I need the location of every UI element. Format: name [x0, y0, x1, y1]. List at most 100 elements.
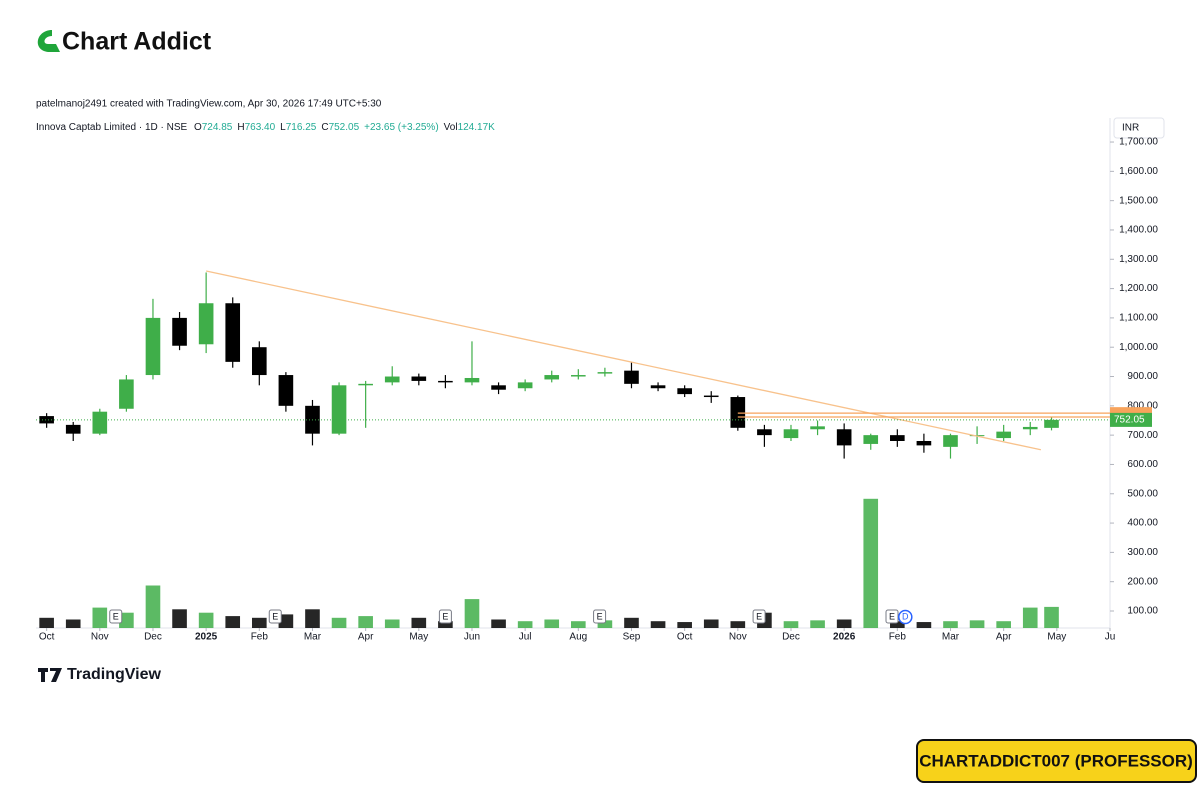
candle-body — [1044, 419, 1059, 428]
currency: INR — [1122, 123, 1139, 134]
y-tick-label: 600.00 — [1127, 459, 1158, 470]
volume-bar — [544, 619, 560, 628]
legend-label: L — [280, 122, 286, 133]
legend-value: 124.17K — [458, 122, 496, 133]
y-tick-label: 400.00 — [1127, 518, 1158, 529]
legend-value: 763.40 — [245, 122, 276, 133]
candle-body — [703, 395, 719, 398]
volume-bar — [225, 616, 241, 628]
trendline — [206, 270, 1042, 451]
legend-symbol: Innova Captab Limited · 1D · NSE — [36, 122, 188, 133]
legend: Innova Captab Limited · 1D · NSE O724.85… — [36, 122, 495, 133]
x-tick-label: Feb — [251, 632, 269, 643]
volume-bar — [464, 599, 480, 628]
candle-body — [996, 431, 1011, 439]
volume-bar — [890, 621, 905, 628]
volume-bar — [730, 621, 746, 628]
y-tick-label: 1,600.00 — [1119, 166, 1158, 177]
event-marker — [268, 609, 282, 624]
x-tick-label: Jul — [519, 632, 532, 643]
candle-body — [464, 377, 480, 383]
event-label: E — [272, 611, 278, 621]
candle-body — [331, 385, 347, 434]
candle-body — [943, 435, 958, 447]
volume-bar — [358, 616, 373, 628]
candle-body — [411, 376, 427, 381]
candle-body — [1022, 426, 1038, 430]
candle-body — [730, 397, 746, 428]
x-tick-label: 2025 — [195, 632, 218, 643]
legend-label: H — [237, 122, 244, 133]
tv-logo-icon — [38, 668, 62, 682]
candle-body — [92, 411, 108, 434]
candle-body — [571, 375, 586, 377]
badge — [916, 739, 1197, 783]
candle-body — [517, 382, 533, 389]
x-tick-label: May — [409, 632, 428, 643]
last-price-box — [1110, 412, 1152, 427]
event-label: E — [756, 611, 762, 621]
volume-bar — [145, 585, 161, 628]
legend-value: 752.05 — [329, 122, 360, 133]
y-tick-label: 300.00 — [1127, 547, 1158, 558]
candle-body — [597, 372, 613, 374]
x-tick-label: Dec — [144, 632, 162, 643]
candle-body — [890, 435, 905, 441]
candle-body — [145, 317, 161, 376]
x-tick-label: Mar — [304, 632, 322, 643]
volume-bar — [411, 617, 427, 628]
volume-bar — [331, 617, 347, 628]
event-label: E — [442, 611, 448, 621]
candle-body — [358, 383, 373, 386]
y-tick-label: 1,700.00 — [1119, 137, 1158, 148]
event-marker — [885, 609, 899, 624]
candle-body — [39, 416, 54, 424]
volume-bar — [703, 619, 719, 628]
x-tick-label: Jun — [464, 632, 480, 643]
volume-bar — [943, 621, 958, 628]
x-tick-label: Nov — [729, 632, 747, 643]
legend-label: O — [194, 122, 202, 133]
candle-body — [677, 388, 692, 395]
x-tick-label: Nov — [91, 632, 109, 643]
event-marker — [752, 609, 766, 624]
volume-bar — [1044, 606, 1059, 628]
y-tick-label: 1,500.00 — [1119, 195, 1158, 206]
event-label: E — [889, 611, 895, 621]
volume-bar — [916, 622, 932, 628]
candle-body — [225, 303, 241, 362]
candle-body — [491, 385, 506, 390]
candle-body — [916, 441, 932, 446]
volume-bar — [597, 620, 613, 628]
y-tick-label: 900.00 — [1127, 371, 1158, 382]
logo-icon — [37, 30, 60, 52]
candle-body — [783, 429, 799, 439]
badge-text: CHARTADDICT007 (PROFESSOR) — [919, 751, 1193, 770]
y-tick-label: 100.00 — [1127, 606, 1158, 617]
x-tick-label: Apr — [996, 632, 1012, 643]
volume-bar — [65, 619, 81, 628]
y-tick-label: 1,300.00 — [1119, 254, 1158, 265]
x-tick-label: Dec — [782, 632, 800, 643]
brand: TradingView — [67, 666, 162, 683]
x-tick-label: Aug — [569, 632, 587, 643]
volume-bar — [278, 614, 294, 628]
volume-bar — [517, 621, 533, 628]
y-tick-label: 800.00 — [1127, 400, 1158, 411]
x-tick-label: Apr — [358, 632, 374, 643]
volume-bar — [571, 621, 586, 628]
level-box — [1110, 407, 1152, 417]
y-tick-label: 1,100.00 — [1119, 313, 1158, 324]
candle-body — [384, 376, 400, 383]
y-tick-label: 1,000.00 — [1119, 342, 1158, 353]
volume-bar — [92, 607, 108, 628]
volume-bar — [1022, 607, 1038, 628]
candle-body — [810, 426, 825, 430]
candle-body — [278, 375, 294, 406]
y-tick-label: 700.00 — [1127, 430, 1158, 441]
volume-bar — [624, 617, 639, 628]
x-tick-label: Feb — [889, 632, 907, 643]
candle-body — [650, 385, 666, 389]
volume-bar — [119, 612, 134, 628]
